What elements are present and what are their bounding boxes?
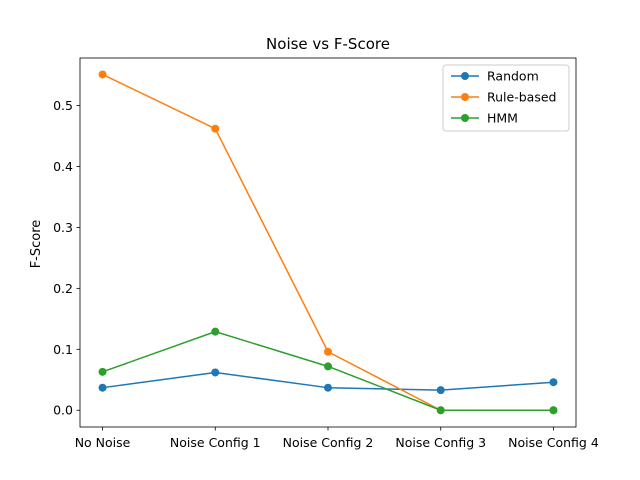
legend-marker-2: [461, 114, 469, 122]
y-tick-label-0: 0.0: [53, 403, 73, 418]
x-tick-label-3: Noise Config 3: [395, 435, 486, 450]
legend-marker-0: [461, 72, 469, 80]
y-tick-label-5: 0.5: [53, 98, 73, 113]
series-0-point-0: [98, 383, 107, 392]
series-2-point-0: [98, 367, 107, 376]
series-2-point-1: [211, 327, 220, 336]
series-0-point-1: [211, 368, 220, 377]
y-tick-label-1: 0.1: [53, 342, 73, 357]
legend: Random Rule-based HMM: [442, 64, 570, 132]
series-0-point-3: [436, 386, 445, 395]
series-1-point-2: [324, 347, 332, 356]
legend-label-0: Random: [487, 69, 539, 84]
legend-label-1: Rule-based: [487, 90, 556, 105]
legend-box: [442, 64, 570, 132]
series-0-point-4: [549, 378, 558, 387]
series-2-point-2: [324, 362, 332, 371]
x-tick-label-2: Noise Config 2: [283, 435, 374, 450]
y-tick-label-2: 0.2: [53, 281, 73, 296]
x-tick-label-0: No Noise: [75, 435, 131, 450]
y-axis-title: F-Score: [29, 220, 44, 269]
chart-title: Noise vs F-Score: [266, 35, 390, 53]
y-tick-label-3: 0.3: [53, 220, 73, 235]
series-1-point-1: [211, 124, 220, 133]
x-tick-label-1: Noise Config 1: [170, 435, 261, 450]
plot-area: No Noise Noise Config 1 Noise Config 2 Nois…: [53, 57, 599, 450]
series-1-point-0: [98, 70, 107, 79]
legend-marker-1: [461, 93, 469, 101]
series-0-point-2: [324, 383, 332, 392]
series-2-point-3: [436, 406, 445, 415]
x-tick-label-4: Noise Config 4: [508, 435, 599, 450]
legend-label-2: HMM: [487, 111, 518, 126]
series-2-point-4: [549, 406, 558, 415]
y-tick-label-4: 0.4: [53, 159, 73, 174]
